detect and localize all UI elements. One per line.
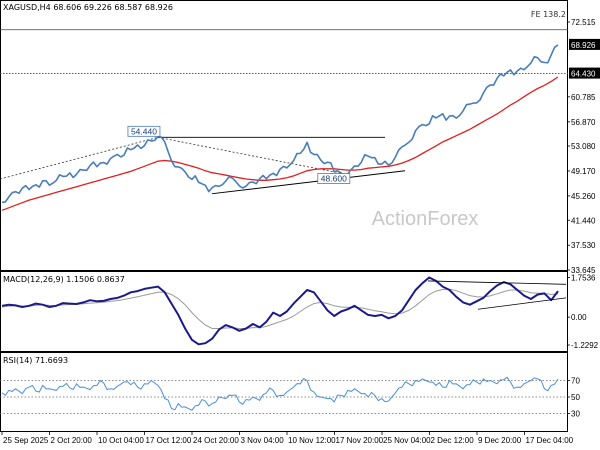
rsi-panel [0, 352, 568, 432]
y-tick-label: 70 [571, 377, 580, 386]
y-tick-label: 50 [571, 393, 580, 402]
symbol-label: XAGUSD,H4 [3, 3, 51, 12]
rsi-title: RSI(14) 71.6693 [3, 356, 69, 365]
x-tick-label: 10 Nov 12:00 [288, 436, 336, 445]
main-panel [0, 0, 568, 271]
rsi-line [1, 376, 559, 411]
x-tick-label: 2 Dec 12:00 [431, 436, 475, 445]
macd-line [1, 276, 559, 346]
falling-trendline [157, 136, 348, 175]
y-tick-label: 1.7536 [571, 273, 596, 282]
y-tick-label: 64.430 [571, 70, 596, 79]
price-annotation: 48.600 [317, 173, 351, 184]
y-tick-label: 33.645 [571, 266, 596, 275]
y-tick-label: 53.080 [571, 142, 596, 151]
annotation-label: 54.440 [131, 126, 157, 136]
x-tick-label: 3 Nov 04:00 [241, 436, 285, 445]
watermark: ActionForex [372, 208, 479, 230]
ohlc-values: 68.606 69.226 68.587 68.926 [53, 3, 173, 12]
x-tick-label: 17 Dec 04:00 [526, 436, 574, 445]
level-price-tag [569, 67, 600, 79]
y-tick-label: -1.2292 [571, 341, 599, 350]
x-tick-label: 25 Sep 2025 [3, 436, 49, 445]
macd-lower-trendline [477, 297, 567, 310]
x-tick-label: 24 Oct 20:00 [193, 436, 239, 445]
rising-trendline [0, 136, 159, 180]
y-tick-label: 45.260 [571, 192, 596, 201]
macd-title: MACD(12,26,9) 1.1506 0.8637 [3, 275, 125, 284]
y-tick-label: 41.440 [571, 216, 596, 225]
x-tick-label: 17 Nov 20:00 [336, 436, 384, 445]
ema-line [1, 76, 559, 211]
y-tick-label: 68.926 [571, 41, 596, 50]
x-tick-label: 10 Oct 04:00 [98, 436, 144, 445]
annotation-label: 48.600 [321, 174, 347, 184]
y-tick-label: 37.530 [571, 241, 596, 250]
x-tick-label: 25 Nov 04:00 [383, 436, 431, 445]
current-price-tag [569, 38, 600, 50]
y-tick-label: 0.00 [571, 313, 587, 322]
y-tick-label: 49.170 [571, 167, 596, 176]
price-line [1, 44, 559, 204]
macd-panel [0, 271, 568, 352]
x-tick-label: 9 Dec 20:00 [478, 436, 522, 445]
annotation-box [317, 173, 351, 184]
macd-upper-trendline [427, 280, 567, 285]
main-title: XAGUSD,H4 68.606 69.226 68.587 68.926 [3, 3, 173, 12]
x-tick-label: 17 Oct 12:00 [146, 436, 192, 445]
y-tick-label: 56.870 [571, 118, 596, 127]
x-tick-label: 2 Oct 20:00 [51, 436, 93, 445]
triangle-lower-line [212, 170, 406, 195]
macd-signal-line [1, 288, 559, 329]
price-annotation: 54.440 [127, 125, 161, 137]
fe-level-label: FE 138.2 [530, 10, 566, 19]
y-tick-label: 30 [571, 410, 580, 419]
y-tick-label: 72.515 [571, 18, 596, 27]
y-tick-label: 60.785 [571, 93, 596, 102]
annotation-box [127, 125, 161, 137]
